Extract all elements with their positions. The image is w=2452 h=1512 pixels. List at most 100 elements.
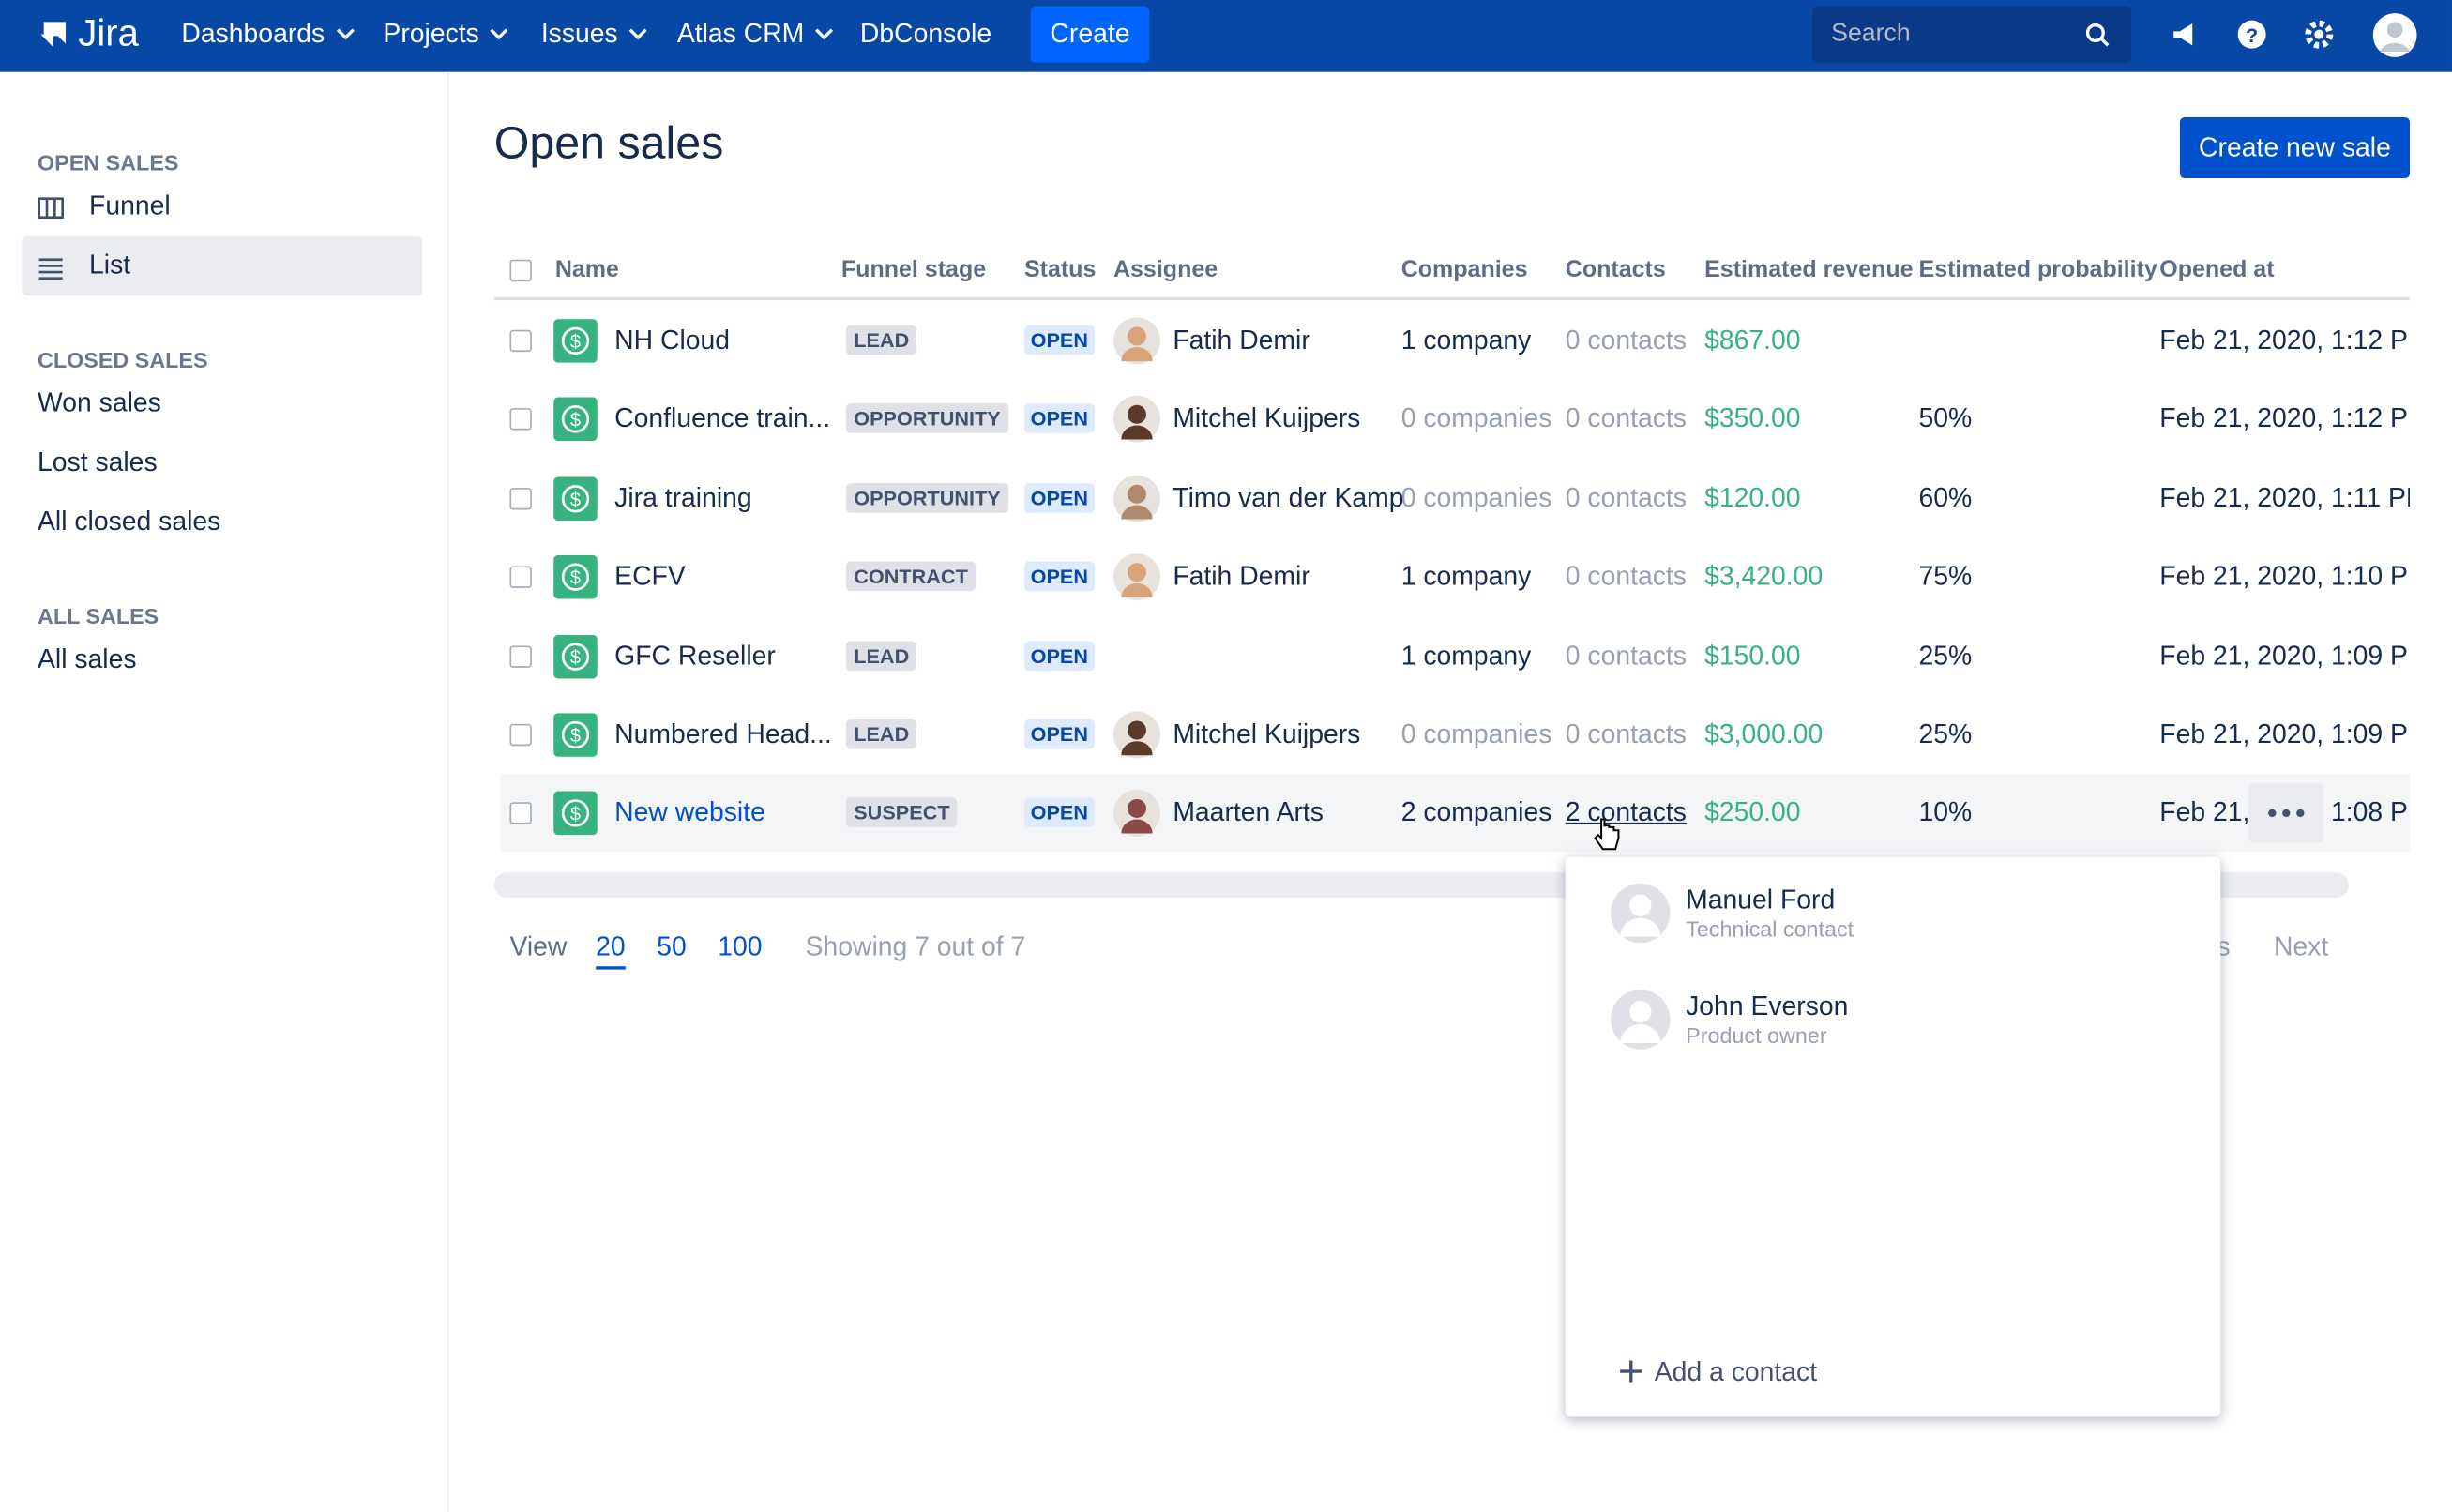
- create-button[interactable]: Create: [1030, 6, 1150, 63]
- assignee-name: Mitchel Kuijpers: [1173, 718, 1361, 749]
- nav-item[interactable]: Dashboards: [181, 19, 356, 50]
- nav-item[interactable]: Issues: [541, 19, 649, 50]
- sidebar-link[interactable]: Won sales: [38, 387, 161, 418]
- next[interactable]: Next: [2273, 931, 2329, 962]
- status-lozenge: OPEN: [1023, 403, 1095, 434]
- search-box[interactable]: Search: [1812, 6, 2132, 63]
- sidebar-link[interactable]: Funnel: [89, 190, 171, 221]
- companies[interactable]: 1 company: [1400, 325, 1532, 355]
- row-checkbox[interactable]: [509, 723, 532, 747]
- svg-text:$: $: [570, 568, 581, 589]
- help-icon[interactable]: ?: [2236, 19, 2267, 50]
- contact-avatar: [1609, 882, 1672, 952]
- column-header[interactable]: Status: [1023, 256, 1097, 283]
- companies[interactable]: 1 company: [1400, 640, 1532, 671]
- contacts[interactable]: 2 contacts: [1565, 797, 1687, 828]
- status-lozenge: OPEN: [1023, 325, 1095, 355]
- column-header[interactable]: Funnel stage: [840, 256, 987, 283]
- funnel-stage: LEAD: [845, 325, 917, 355]
- contacts[interactable]: 0 contacts: [1565, 640, 1687, 671]
- row-checkbox[interactable]: [509, 566, 532, 589]
- sale-name[interactable]: GFC Reseller: [614, 640, 776, 671]
- row-checkbox[interactable]: [509, 408, 532, 431]
- companies[interactable]: 1 company: [1400, 561, 1532, 592]
- probability: 75%: [1918, 561, 1973, 592]
- more-actions[interactable]: [2248, 783, 2324, 844]
- column-header[interactable]: Opened at: [2159, 256, 2275, 283]
- assignee-avatar: [1112, 396, 1160, 450]
- opened-at: Feb 21, 2020, 1:12 PM: [2159, 403, 2410, 434]
- contacts[interactable]: 0 contacts: [1565, 482, 1687, 513]
- jira-icon: [40, 22, 67, 48]
- sidebar: OPEN SALES Funnel List CLOSED SALES Won sale…: [0, 71, 449, 1512]
- column-header[interactable]: Estimated revenue: [1704, 256, 1914, 283]
- contacts[interactable]: 0 contacts: [1565, 325, 1687, 355]
- nav-item[interactable]: Atlas CRM: [677, 19, 836, 50]
- page-size[interactable]: 20: [596, 932, 626, 970]
- revenue: $250.00: [1704, 797, 1801, 828]
- contact-name[interactable]: Manuel Ford: [1686, 885, 1836, 915]
- contact-name[interactable]: John Everson: [1686, 990, 1849, 1021]
- companies[interactable]: 0 companies: [1400, 482, 1552, 513]
- status-lozenge: OPEN: [1023, 797, 1095, 828]
- cursor-graphic: [1594, 818, 1620, 851]
- sale-name[interactable]: Jira training: [614, 482, 752, 513]
- add-contact[interactable]: Add a contact: [1654, 1357, 1818, 1387]
- assignee-avatar-graphic: [1112, 396, 1160, 444]
- column-header[interactable]: Estimated probability: [1918, 256, 2157, 283]
- row-checkbox[interactable]: [509, 329, 532, 353]
- column-header[interactable]: Name: [554, 256, 619, 283]
- contacts[interactable]: 0 contacts: [1565, 403, 1687, 434]
- notifications-icon[interactable]: [2169, 19, 2200, 50]
- sale-name[interactable]: New website: [614, 797, 765, 828]
- opened-at: Feb 21, 2020, 1:11 PM: [2159, 482, 2410, 513]
- sale-name[interactable]: ECFV: [614, 561, 686, 592]
- assignee-name: Mitchel Kuijpers: [1173, 403, 1361, 434]
- sidebar-link[interactable]: All closed sales: [38, 507, 221, 537]
- row-checkbox[interactable]: [509, 487, 532, 510]
- page-size[interactable]: 100: [718, 931, 763, 962]
- page-size[interactable]: 50: [657, 931, 687, 962]
- sale-name[interactable]: Confluence train...: [614, 403, 831, 434]
- sale-name[interactable]: NH Cloud: [614, 325, 731, 355]
- opened-at: Feb 21, 2020, 1:12 PM: [2159, 325, 2410, 355]
- funnel-stage: SUSPECT: [845, 797, 958, 828]
- revenue: $350.00: [1704, 403, 1801, 434]
- chevron: [336, 28, 355, 40]
- sale-icon-graphic: $: [553, 476, 598, 521]
- sale-icon-graphic: $: [553, 398, 598, 442]
- companies[interactable]: 2 companies: [1400, 797, 1552, 828]
- sale-icon-graphic: $: [553, 319, 598, 363]
- search-placeholder: Search: [1831, 20, 1911, 48]
- column-header[interactable]: Contacts: [1565, 256, 1666, 283]
- assignee-name: Maarten Arts: [1173, 797, 1324, 828]
- nav-item[interactable]: Projects: [383, 19, 510, 50]
- profile-avatar[interactable]: [2372, 12, 2417, 57]
- create-sale-button[interactable]: Create new sale: [2179, 117, 2410, 179]
- companies[interactable]: 0 companies: [1400, 718, 1552, 749]
- sale-name[interactable]: Numbered Head...: [614, 718, 832, 749]
- search-icon: [2085, 23, 2110, 47]
- column-header[interactable]: Assignee: [1112, 256, 1218, 283]
- logo[interactable]: Jira: [78, 12, 139, 55]
- header-checkbox cb[interactable]: [509, 259, 532, 282]
- revenue: $3,420.00: [1704, 561, 1824, 592]
- sale-icon: $: [553, 792, 598, 843]
- sales-table: Name Funnel stage Status Assignee Companies C…: [493, 234, 2410, 860]
- companies[interactable]: 0 companies: [1400, 403, 1552, 434]
- sidebar-link[interactable]: All sales: [38, 643, 137, 674]
- contacts[interactable]: 0 contacts: [1565, 561, 1687, 592]
- nav-item[interactable]: DbConsole: [859, 19, 992, 49]
- selected-bg: [22, 235, 423, 296]
- chevron: [815, 28, 834, 40]
- column-header[interactable]: Companies: [1400, 256, 1528, 283]
- svg-text:$: $: [570, 647, 581, 668]
- row-checkbox[interactable]: [509, 644, 532, 668]
- settings-icon[interactable]: [2304, 19, 2335, 50]
- contacts[interactable]: 0 contacts: [1565, 718, 1687, 749]
- sidebar-link[interactable]: Lost sales: [38, 446, 158, 477]
- sale-icon-graphic: $: [553, 634, 598, 678]
- sidebar-link[interactable]: List: [89, 249, 131, 280]
- sale-icon: $: [553, 634, 598, 686]
- row-checkbox[interactable]: [509, 802, 532, 825]
